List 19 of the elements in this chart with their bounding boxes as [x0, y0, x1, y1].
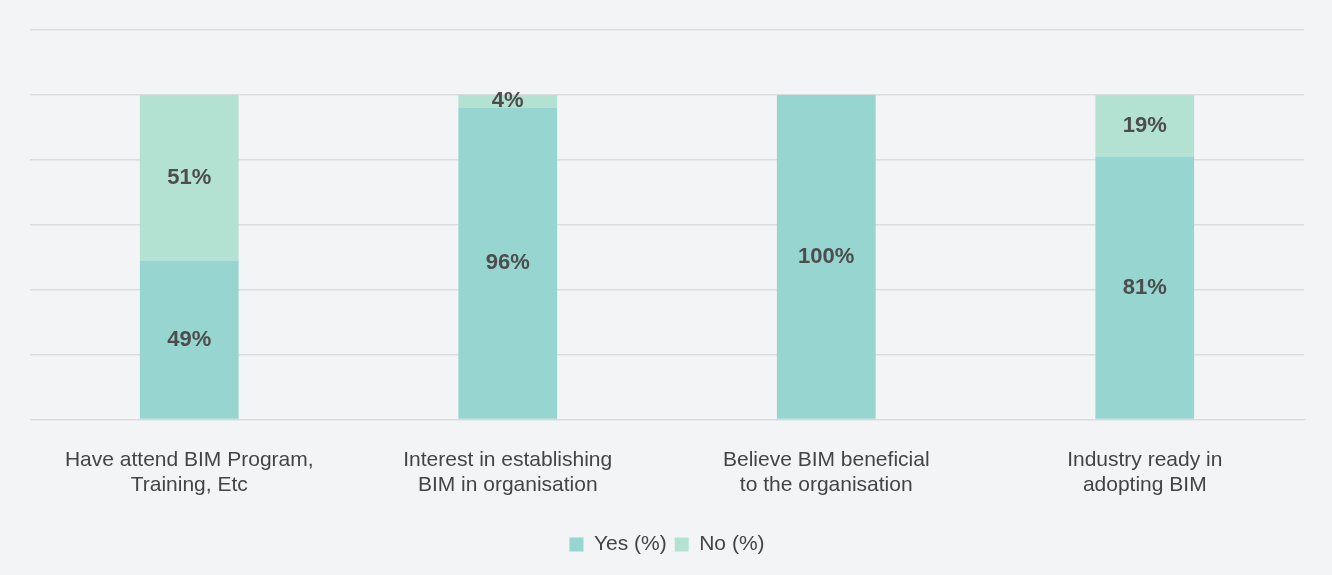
bar: [139, 260, 239, 419]
data-label: 49%: [167, 325, 212, 351]
data-label: 100%: [798, 242, 855, 268]
legend-label: Yes (%): [593, 531, 667, 555]
bar: [776, 94, 876, 419]
x-tick-label: Industry ready in adopting BIM: [1067, 447, 1223, 496]
data-label: 81%: [1122, 273, 1167, 299]
x-tick-label: Believe BIM beneficial to the organisation: [722, 447, 930, 496]
data-label: 19%: [1122, 111, 1167, 137]
legend-label: No (%): [699, 531, 765, 555]
data-label: 4%: [491, 87, 524, 113]
bar: [458, 107, 558, 419]
bar: [139, 94, 239, 261]
data-label: 51%: [167, 163, 212, 189]
bar: [1095, 94, 1195, 157]
bar: [1095, 156, 1195, 419]
x-tick-label: Have attend BIM Program, Training, Etc: [64, 447, 314, 496]
x-tick-label: Interest in establishing BIM in organisation: [403, 447, 613, 496]
data-label: 96%: [485, 249, 530, 275]
